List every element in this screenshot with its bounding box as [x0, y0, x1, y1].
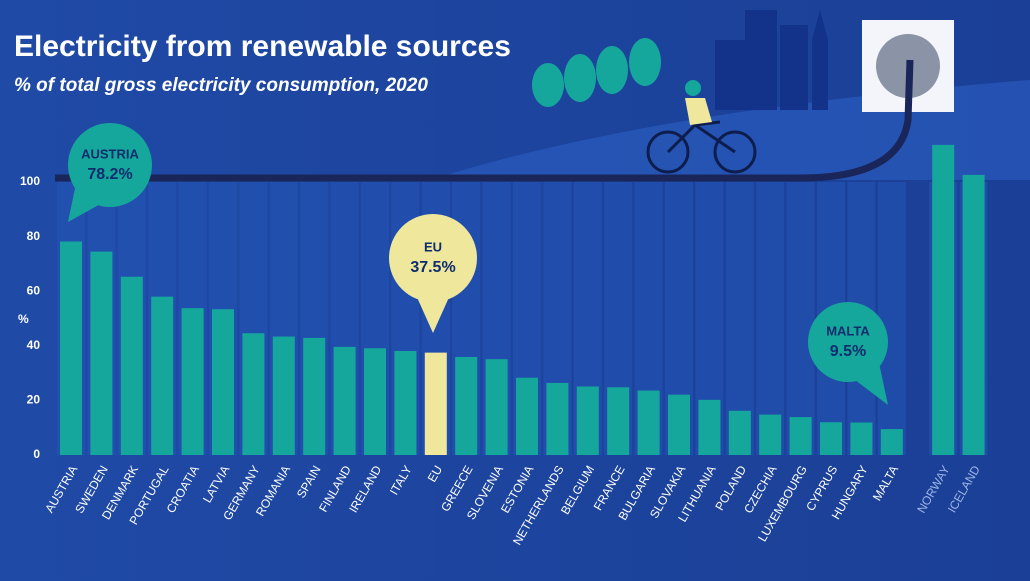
y-tick-label: 80	[27, 229, 41, 243]
bar	[242, 333, 265, 455]
trees	[532, 38, 661, 107]
bar	[333, 346, 356, 455]
column-band	[725, 182, 754, 455]
bar	[962, 174, 985, 456]
callout-tail	[856, 366, 888, 405]
callout-bubble	[68, 123, 152, 207]
bar	[516, 377, 538, 455]
bar	[546, 382, 569, 455]
bar	[90, 251, 113, 455]
y-tick-label: 20	[27, 393, 41, 407]
bar	[120, 276, 143, 455]
callout-name: MALTA	[826, 323, 870, 338]
bar	[485, 359, 508, 455]
bar	[576, 386, 599, 455]
y-tick-label: 0	[33, 447, 40, 461]
bicycle	[646, 120, 757, 174]
bar	[668, 394, 690, 455]
bar	[759, 414, 782, 455]
bar	[455, 356, 478, 455]
bar	[880, 429, 903, 455]
y-axis-label: %	[18, 312, 29, 326]
cyclist-body	[685, 98, 712, 125]
cyclist-head	[685, 80, 701, 96]
bar	[181, 308, 204, 455]
column-band	[786, 182, 815, 455]
callout-bubble	[389, 214, 477, 302]
bar	[637, 390, 660, 455]
bar	[698, 399, 721, 455]
y-tick-label: 60	[27, 283, 41, 297]
callout-tail	[417, 299, 449, 333]
column-band	[877, 182, 906, 455]
bar	[272, 336, 295, 455]
bar	[364, 348, 386, 455]
cable	[55, 59, 914, 182]
callout-name: EU	[424, 239, 442, 254]
callout-name: AUSTRIA	[81, 146, 139, 161]
bar	[932, 144, 955, 455]
column-band	[756, 182, 785, 455]
y-tick-label: 100	[20, 174, 40, 188]
bar	[60, 241, 82, 455]
bar	[424, 352, 447, 455]
callout-value: 78.2%	[87, 166, 132, 183]
callout-bubble	[808, 302, 888, 382]
bar	[728, 410, 751, 455]
bar	[850, 422, 873, 455]
chart-subtitle: % of total gross electricity consumption…	[14, 75, 428, 96]
bar	[789, 417, 812, 455]
bar	[607, 387, 630, 455]
chart-title: Electricity from renewable sources	[14, 30, 511, 63]
bar	[303, 337, 326, 455]
y-tick-label: 40	[27, 338, 41, 352]
callout-value: 37.5%	[410, 259, 455, 276]
bar	[820, 422, 842, 455]
city	[715, 10, 828, 110]
callout-value: 9.5%	[830, 343, 866, 360]
callout-tail	[68, 188, 99, 222]
bar	[151, 296, 174, 455]
bar	[394, 350, 417, 455]
bar	[212, 309, 234, 455]
